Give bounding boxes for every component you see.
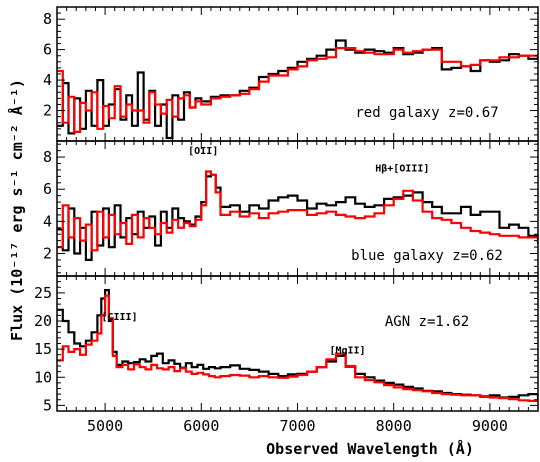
panel-2: 2 4 6 8 blue galaxy z=0.62 [OII] Hβ+[OIII] — [43, 140, 539, 277]
panel-1-annotation: red galaxy z=0.67 — [355, 105, 498, 121]
panel-3-series-black — [57, 289, 538, 400]
y-tick-label: 8 — [43, 10, 52, 28]
y-tick-label: 2 — [43, 245, 52, 263]
y-tick-label: 6 — [43, 41, 52, 59]
panel-1-series-black — [57, 39, 538, 140]
panel-1: 2 4 6 8 red galaxy z=0.67 — [43, 6, 539, 142]
x-tick-label: 7000 — [279, 417, 315, 435]
y-tick-label: 25 — [34, 284, 52, 302]
spectral-line-label: [MgII] — [329, 346, 365, 357]
y-tick-label: 15 — [34, 340, 52, 358]
x-axis-title: Observed Wavelength (Å) — [266, 439, 474, 458]
x-tick-label: 8000 — [376, 417, 412, 435]
x-tick-label: 6000 — [183, 417, 219, 435]
panel-1-series-red — [57, 47, 538, 133]
spectral-line-label: [CIII] — [101, 312, 137, 323]
y-tick-label: 20 — [34, 312, 52, 330]
x-tick-label: 9000 — [472, 417, 508, 435]
x-tick-label: 5000 — [87, 417, 123, 435]
panel-2-annotation: blue galaxy z=0.62 — [351, 248, 503, 264]
panel-3-series-red — [57, 294, 538, 402]
y-tick-label: 2 — [43, 102, 52, 120]
y-tick-label: 6 — [43, 180, 52, 198]
panel-3-frame — [56, 275, 539, 412]
y-tick-label: 4 — [43, 71, 52, 89]
panel-3: 5 10 15 20 25 5000 6000 7000 8000 9000 AGN z=1.62 [… — [34, 275, 539, 435]
y-tick-label: 10 — [34, 368, 52, 386]
panel-2-series-red — [57, 170, 538, 252]
y-axis-title: Flux (10⁻¹⁷ erg s⁻¹ cm⁻² Å⁻¹) — [7, 79, 26, 341]
y-tick-label: 4 — [43, 212, 52, 230]
y-tick-label: 5 — [43, 396, 52, 414]
panel-3-annotation: AGN z=1.62 — [385, 314, 469, 330]
spectral-line-label: [OII] — [188, 146, 218, 157]
y-tick-label: 8 — [43, 148, 52, 166]
panel-2-series-black — [57, 173, 538, 261]
spectral-line-label: Hβ+[OIII] — [375, 164, 429, 175]
